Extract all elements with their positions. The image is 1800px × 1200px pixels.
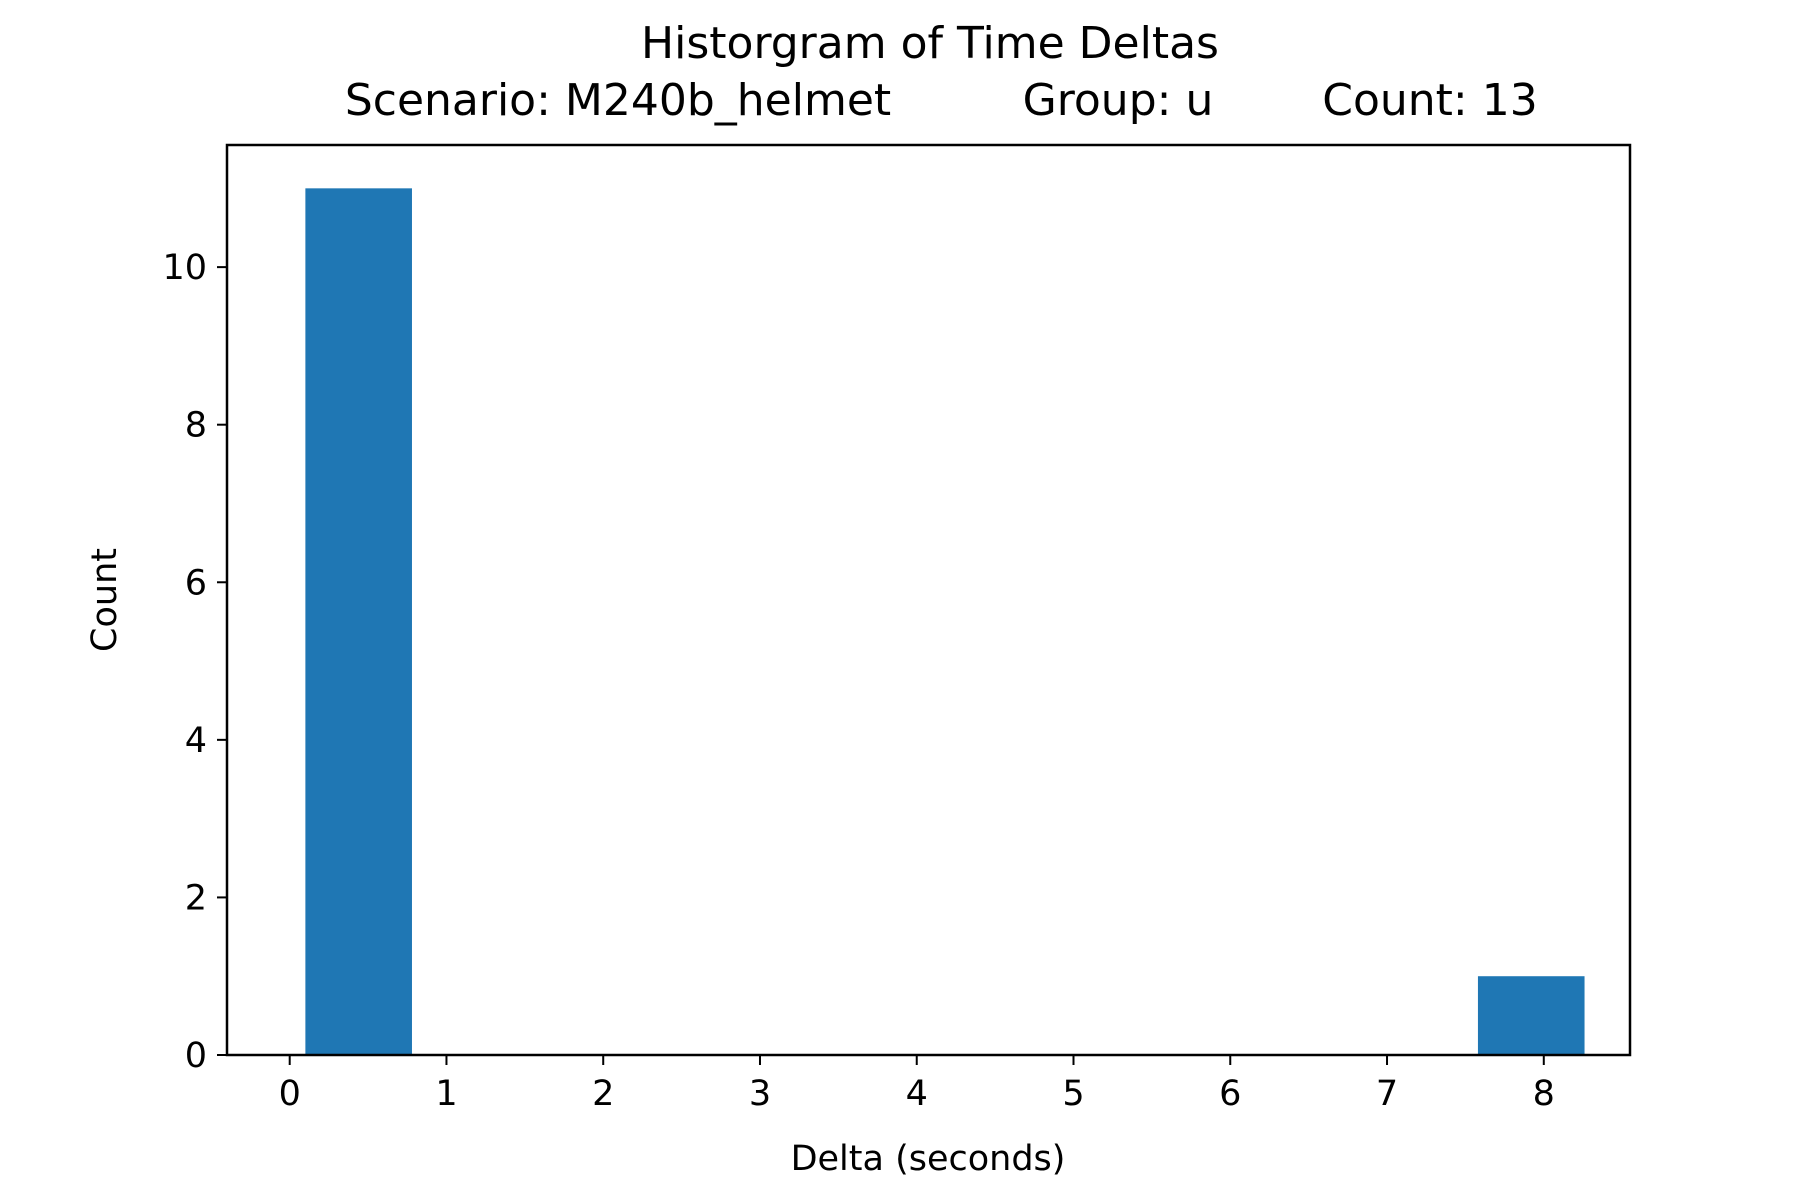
ticks-layer: 0 1 2 3 4 5 6 7 8 0 2 4 6 8 10 [162, 248, 1554, 1114]
x-axis-label: Delta (seconds) [791, 1139, 1066, 1179]
y-tick-label-8: 8 [185, 406, 207, 446]
x-tick-label-3: 3 [749, 1074, 771, 1114]
y-tick-label-2: 2 [185, 878, 207, 918]
y-tick-label-10: 10 [162, 248, 207, 288]
x-tick-label-6: 6 [1219, 1074, 1241, 1114]
x-tick-label-0: 0 [279, 1074, 301, 1114]
y-tick-label-0: 0 [185, 1036, 207, 1076]
x-tick-label-7: 7 [1376, 1074, 1398, 1114]
histogram-bar-0 [305, 188, 412, 1056]
y-tick-label-6: 6 [185, 563, 207, 603]
chart-subtitle-count: Count: 13 [1322, 75, 1537, 126]
plot-frame [225, 143, 1632, 1057]
chart-subtitle-scenario: Scenario: M240b_helmet [345, 75, 891, 126]
bars-layer [305, 188, 1585, 1056]
y-axis-label: Count [85, 548, 125, 652]
x-tick-label-1: 1 [435, 1074, 457, 1114]
chart-title: Historgram of Time Deltas [641, 18, 1219, 69]
x-tick-label-8: 8 [1533, 1074, 1555, 1114]
chart-subtitle-group: Group: u [1023, 75, 1214, 126]
y-tick-label-4: 4 [185, 721, 207, 761]
histogram-bar-11 [1477, 976, 1585, 1055]
x-tick-label-2: 2 [592, 1074, 614, 1114]
x-tick-label-4: 4 [906, 1074, 928, 1114]
x-tick-label-5: 5 [1062, 1074, 1084, 1114]
